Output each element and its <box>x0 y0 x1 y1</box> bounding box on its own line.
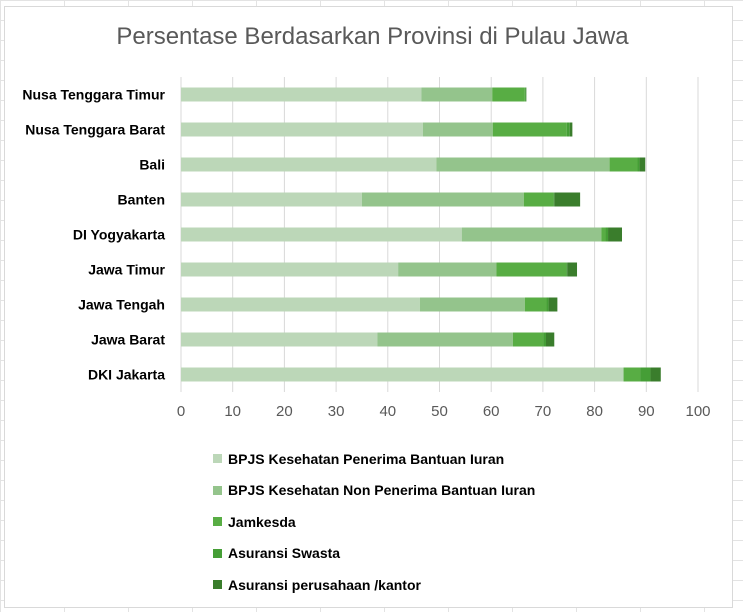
bar-segment <box>436 157 610 172</box>
legend-swatch <box>213 485 222 495</box>
category-label: Nusa Tenggara Timur <box>22 87 165 103</box>
bar-segment <box>650 367 661 382</box>
bar-segment <box>566 262 568 277</box>
chart-title: Persentase Berdasarkan Provinsi di Pulau… <box>116 23 629 50</box>
legend-label: Asuransi Swasta <box>228 545 341 562</box>
category-label: DI Yogyakarta <box>73 227 165 243</box>
bar-segment <box>609 157 638 172</box>
bar-segment <box>461 227 602 242</box>
x-tick-label: 90 <box>638 403 655 420</box>
category-label: Jawa Tengah <box>78 297 165 313</box>
bar-segment <box>623 367 641 382</box>
bar-segment <box>181 157 437 172</box>
legend-label: Asuransi perusahaan /kantor <box>228 576 421 593</box>
bar-segment <box>639 157 646 172</box>
category-label: DKI Jakarta <box>88 367 165 383</box>
legend-swatch <box>213 548 222 558</box>
bar-segment <box>496 262 567 277</box>
bar-segment <box>566 122 570 137</box>
bar-segment <box>181 227 462 242</box>
bar-segment <box>181 192 362 207</box>
category-label: Nusa Tenggara Barat <box>25 122 165 138</box>
x-tick-label: 60 <box>483 403 500 420</box>
bar-segment <box>181 122 423 137</box>
bar-segment <box>181 367 624 382</box>
bar-segment <box>553 192 555 207</box>
chart-area[interactable]: Persentase Berdasarkan Provinsi di Pulau… <box>4 6 733 608</box>
bar-segment <box>554 192 581 207</box>
bar-segment <box>492 122 567 137</box>
bar-segment <box>524 297 547 312</box>
category-label: Banten <box>118 192 165 208</box>
bar-segment <box>421 87 493 102</box>
bar-segment <box>546 297 549 312</box>
legend-swatch <box>213 580 222 590</box>
bar-segment <box>512 332 544 347</box>
category-label: Jawa Timur <box>88 262 165 278</box>
bar-segment <box>601 227 606 242</box>
legend-swatch <box>213 454 222 464</box>
bar-segment <box>181 262 399 277</box>
bar-segment <box>567 262 578 277</box>
bar-segment <box>637 157 640 172</box>
x-tick-label: 50 <box>431 403 448 420</box>
legend-swatch <box>213 517 222 527</box>
bar-segment <box>543 332 547 347</box>
bar-segment <box>640 367 651 382</box>
bar-segment <box>419 297 525 312</box>
legend-item: Jamkesda <box>213 506 535 538</box>
bar-segment <box>398 262 497 277</box>
legend-item: Asuransi perusahaan /kantor <box>213 569 535 601</box>
legend-label: BPJS Kesehatan Penerima Bantuan Iuran <box>228 450 505 467</box>
chart-legend: BPJS Kesehatan Penerima Bantuan Iuran BPJ… <box>213 443 535 601</box>
bar-segment <box>523 192 554 207</box>
x-tick-label: 0 <box>177 403 185 420</box>
x-tick-label: 30 <box>328 403 345 420</box>
bar-segment <box>524 87 526 102</box>
x-tick-label: 100 <box>685 403 710 420</box>
bar-segment <box>181 297 420 312</box>
bar-segment <box>181 332 378 347</box>
legend-label: BPJS Kesehatan Non Penerima Bantuan Iura… <box>228 482 536 499</box>
x-tick-label: 40 <box>379 403 396 420</box>
bar-segment <box>377 332 513 347</box>
bar-segment <box>548 297 558 312</box>
bar-segment <box>422 122 493 137</box>
bar-segment <box>361 192 524 207</box>
bar-chart-plot: 0 10 20 30 40 50 60 70 80 90 100 Nusa Tenggara Timu… <box>22 77 711 420</box>
x-tick-label: 20 <box>276 403 293 420</box>
bar-segment <box>546 332 555 347</box>
x-tick-label: 80 <box>586 403 603 420</box>
legend-label: Jamkesda <box>228 513 296 530</box>
category-label: Jawa Barat <box>91 332 165 348</box>
x-tick-label: 70 <box>535 403 552 420</box>
bar-segment <box>525 87 527 102</box>
bar-segment <box>605 227 609 242</box>
legend-item: BPJS Kesehatan Penerima Bantuan Iuran <box>213 443 535 475</box>
bar-segment <box>492 87 525 102</box>
category-label: Bali <box>139 157 165 173</box>
x-tick-label: 10 <box>224 403 241 420</box>
legend-item: BPJS Kesehatan Non Penerima Bantuan Iura… <box>213 475 535 507</box>
bar-segment <box>569 122 573 137</box>
legend-item: Asuransi Swasta <box>213 538 535 570</box>
bar-segment <box>608 227 623 242</box>
bar-segment <box>181 87 422 102</box>
